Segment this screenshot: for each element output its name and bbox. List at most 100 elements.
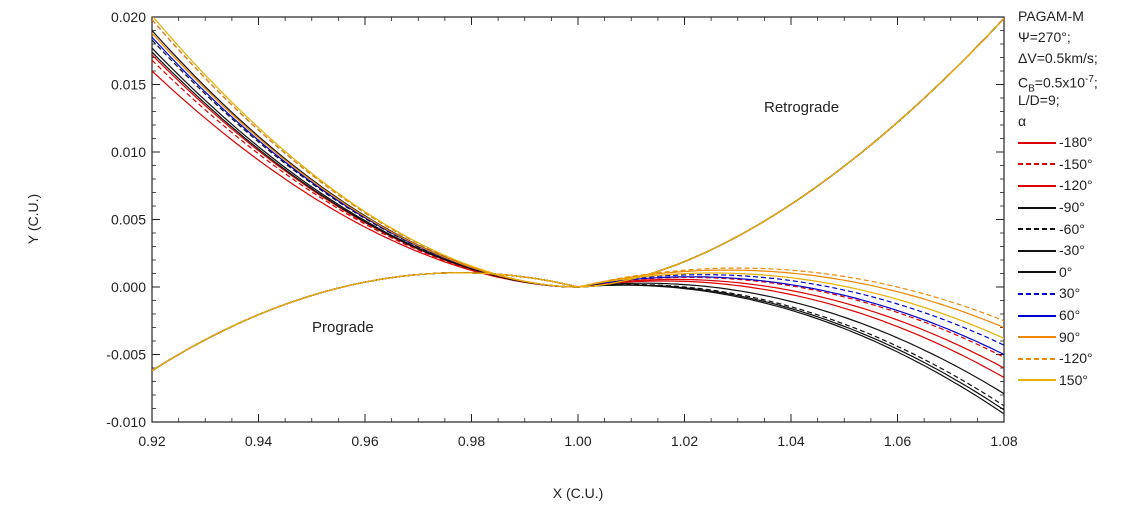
legend-model: PAGAM-M: [1018, 8, 1084, 24]
y-tick-label-6: -0.010: [106, 414, 146, 430]
series-8-retrograde-upper: [577, 17, 1004, 288]
legend-entry-11: 150°: [1018, 370, 1130, 392]
series-7-retrograde-upper: [577, 17, 1004, 288]
x-tick-label-3: 0.98: [458, 433, 485, 449]
series-0-retrograde-upper: [577, 17, 1004, 288]
legend-psi: Ψ=270°;: [1018, 29, 1071, 45]
legend-entry-1: -150°: [1018, 154, 1130, 176]
legend-swatch: [1018, 357, 1056, 360]
series-3-retrograde-lower: [577, 282, 1004, 395]
legend-cb-sup: -7: [1085, 74, 1094, 85]
x-axis-title: X (C.U.): [553, 485, 604, 501]
series-5-prograde-upper: [152, 47, 579, 288]
legend-swatch: [1018, 292, 1056, 295]
legend-cb-sub: B: [1028, 83, 1035, 95]
legend-label: -60°: [1059, 220, 1085, 237]
series-11-prograde-upper: [152, 17, 579, 288]
legend-cb-suffix: ;: [1093, 74, 1098, 91]
legend-entry-4: -60°: [1018, 218, 1130, 240]
series-1-prograde-upper: [152, 59, 579, 288]
y-tick-label-3: 0.005: [111, 212, 146, 228]
curves-layer: [152, 17, 1004, 415]
plot-frame: [151, 16, 1005, 423]
legend-label: -150°: [1059, 155, 1093, 172]
legend-entry-9: 90°: [1018, 326, 1130, 348]
x-tick-label-5: 1.02: [671, 433, 698, 449]
legend-label: 0°: [1059, 263, 1073, 280]
x-tick-label-4: 1.00: [564, 433, 591, 449]
series-10-prograde-upper: [152, 19, 579, 288]
series-9-retrograde-upper: [577, 17, 1004, 288]
legend-entry-2: -120°: [1018, 175, 1130, 197]
series-2-prograde-upper: [152, 54, 579, 288]
legend: PAGAM-M Ψ=270°; ΔV=0.5km/s; CB=0.5x10-7;…: [1018, 6, 1130, 391]
series-4-retrograde-lower: [577, 283, 1004, 407]
series-7-prograde-upper: [152, 19, 579, 288]
legend-swatch: [1018, 249, 1056, 252]
y-tick-label-5: -0.005: [106, 347, 146, 363]
series-11-prograde-lower: [152, 272, 579, 372]
series-1-retrograde-upper: [577, 17, 1004, 288]
legend-label: -90°: [1059, 199, 1085, 216]
series-2-retrograde-lower: [577, 280, 1004, 379]
legend-swatch: [1018, 141, 1056, 144]
legend-swatch: [1018, 228, 1056, 231]
x-tick-label-1: 0.94: [245, 433, 272, 449]
y-tick-label-0: 0.020: [111, 9, 146, 25]
series-4-retrograde-upper: [577, 17, 1004, 288]
y-tick-label-4: 0.000: [111, 279, 146, 295]
legend-alpha: α: [1018, 113, 1027, 129]
series-2-retrograde-upper: [577, 17, 1004, 288]
series-11-retrograde-lower: [577, 272, 1004, 339]
legend-delta-v: ΔV=0.5km/s;: [1018, 50, 1098, 66]
series-9-prograde-upper: [152, 32, 579, 288]
legend-swatch: [1018, 206, 1056, 209]
x-tick-label-0: 0.92: [138, 433, 165, 449]
legend-entry-7: 30°: [1018, 283, 1130, 305]
retrograde-label: Retrograde: [764, 99, 839, 116]
legend-label: -120°: [1059, 350, 1093, 367]
legend-swatch: [1018, 336, 1056, 339]
legend-entry-8: 60°: [1018, 305, 1130, 327]
legend-ld: L/D=9;: [1018, 92, 1060, 108]
series-5-retrograde-upper: [577, 17, 1004, 288]
legend-swatch: [1018, 163, 1056, 166]
legend-label: 30°: [1059, 285, 1081, 302]
series-10-retrograde-upper: [577, 17, 1004, 288]
x-tick-label-8: 1.08: [990, 433, 1017, 449]
legend-cb-prefix: C: [1018, 74, 1029, 91]
series-8-prograde-upper: [152, 36, 579, 288]
series-0-retrograde-lower: [577, 278, 1004, 369]
series-4-prograde-upper: [152, 39, 579, 288]
legend-entry-0: -180°: [1018, 132, 1130, 154]
y-tick-label-2: 0.010: [111, 144, 146, 160]
x-tick-label-7: 1.06: [884, 433, 911, 449]
series-3-retrograde-upper: [577, 17, 1004, 288]
legend-entries: -180° -150° -120° -90° -60° -30° 0° 30° 60° 90° -1…: [1018, 132, 1130, 391]
series-8-retrograde-lower: [577, 276, 1004, 356]
legend-entry-6: 0°: [1018, 262, 1130, 284]
legend-swatch: [1018, 314, 1056, 317]
series-6-prograde-upper: [152, 30, 579, 288]
series-6-retrograde-upper: [577, 17, 1004, 288]
series-11-retrograde-upper: [577, 17, 1004, 288]
legend-swatch: [1018, 379, 1056, 382]
legend-label: -120°: [1059, 177, 1093, 194]
legend-label: 150°: [1059, 371, 1088, 388]
legend-label: -30°: [1059, 242, 1085, 259]
legend-label: -180°: [1059, 134, 1093, 151]
prograde-label: Prograde: [312, 319, 374, 336]
series-7-retrograde-lower: [577, 274, 1004, 346]
series-3-prograde-upper: [152, 51, 579, 288]
legend-label: 90°: [1059, 328, 1081, 345]
y-axis-title: Y (C.U.): [25, 194, 41, 244]
legend-label: 60°: [1059, 307, 1081, 324]
legend-cb-mid: =0.5x10: [1034, 74, 1086, 91]
legend-swatch: [1018, 184, 1056, 187]
legend-entry-3: -90°: [1018, 197, 1130, 219]
series-6-retrograde-lower: [577, 284, 1004, 415]
axis-ticks: 0.92 0.94 0.96 0.98 1.00 1.02 1.04 1.06 1.08 0.02…: [106, 9, 1018, 449]
legend-entry-5: -30°: [1018, 240, 1130, 262]
legend-entry-10: -120°: [1018, 348, 1130, 370]
